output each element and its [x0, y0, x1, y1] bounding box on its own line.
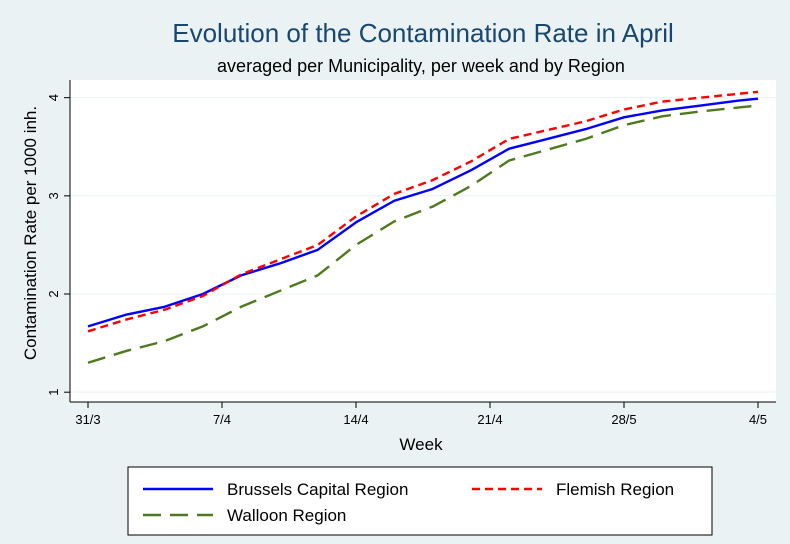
y-tick-label-2: 3: [46, 192, 61, 199]
legend-label-2: Walloon Region: [227, 506, 346, 525]
x-tick-label-1: 7/4: [213, 412, 231, 427]
plot-area: [70, 80, 776, 402]
chart-title: Evolution of the Contamination Rate in A…: [172, 18, 674, 48]
y-tick-label-3: 4: [46, 94, 61, 101]
y-ticks: 1 2 3 4: [46, 94, 70, 396]
y-axis-label: Contamination Rate per 1000 inh.: [21, 106, 40, 360]
x-tick-label-4: 28/5: [611, 412, 636, 427]
x-tick-label-5: 4/5: [749, 412, 767, 427]
legend: Brussels Capital Region Flemish Region Wal…: [127, 466, 713, 536]
series-line-0: [87, 97, 759, 328]
x-ticks: 31/3 7/4 14/4 21/4 28/5 4/5: [75, 402, 767, 427]
series-line-1: [87, 90, 759, 333]
grid-lines: [70, 97, 776, 393]
x-axis-label: Week: [399, 435, 443, 454]
series-lines: [87, 90, 759, 364]
legend-box: [127, 466, 713, 536]
legend-label-0: Brussels Capital Region: [227, 480, 408, 499]
series-line-2: [87, 104, 759, 364]
x-tick-label-2: 14/4: [343, 412, 368, 427]
y-tick-label-0: 1: [46, 389, 61, 396]
legend-label-1: Flemish Region: [556, 480, 674, 499]
x-tick-label-3: 21/4: [477, 412, 502, 427]
y-tick-label-1: 2: [46, 290, 61, 297]
chart-subtitle: averaged per Municipality, per week and …: [217, 56, 625, 76]
x-tick-label-0: 31/3: [75, 412, 100, 427]
